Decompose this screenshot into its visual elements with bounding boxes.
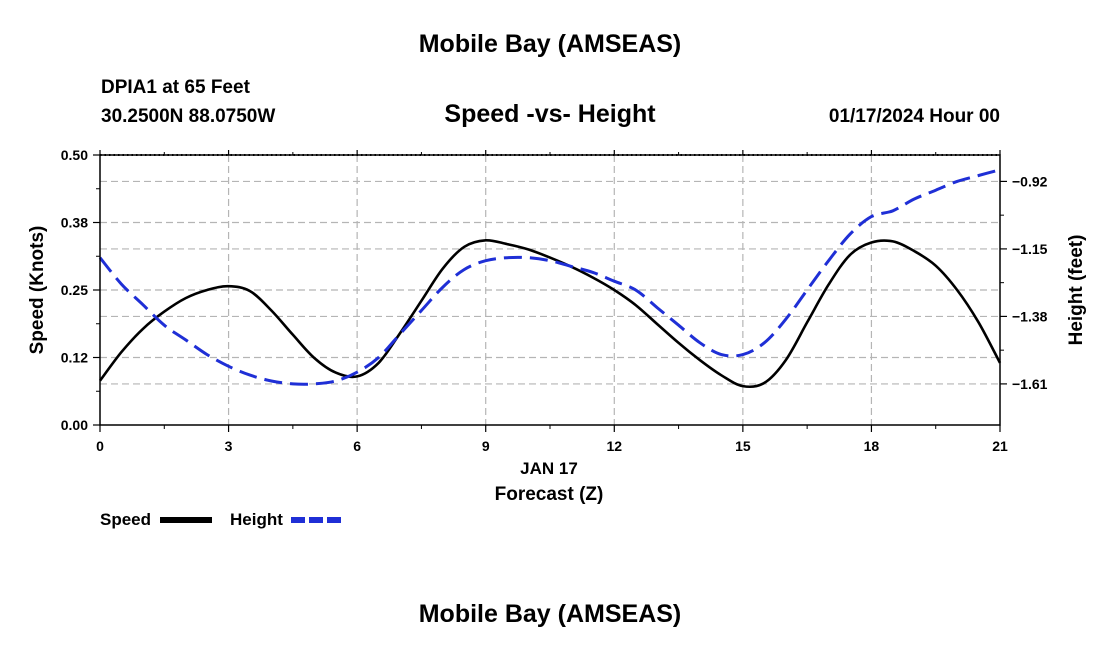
forecast-datetime: 01/17/2024 Hour 00 bbox=[828, 106, 1000, 127]
y2-axis-title: Height (feet) bbox=[1066, 235, 1087, 346]
y2-tick-label: −1.15 bbox=[1012, 241, 1048, 257]
y-tick-label: 0.12 bbox=[61, 350, 88, 366]
x-tick-label: 0 bbox=[96, 438, 104, 454]
grid bbox=[100, 155, 1000, 425]
y2-tick-label: −0.92 bbox=[1012, 173, 1048, 189]
footer-title: Mobile Bay (AMSEAS) bbox=[418, 600, 682, 628]
y-tick-label: 0.50 bbox=[61, 147, 88, 163]
y-tick-label: 0.25 bbox=[61, 282, 88, 298]
series-layer bbox=[98, 168, 1002, 389]
x-axis-date: JAN 17 bbox=[520, 459, 578, 478]
ticks bbox=[93, 150, 1007, 432]
station-label: DPIA1 at 65 Feet bbox=[101, 77, 250, 98]
x-tick-label: 3 bbox=[225, 438, 233, 454]
y-tick-label: 0.00 bbox=[61, 417, 88, 433]
coordinates-label: 30.2500N 88.0750W bbox=[101, 106, 276, 127]
series-points-height bbox=[100, 170, 1000, 384]
chart-subtitle: Speed -vs- Height bbox=[444, 100, 656, 128]
x-tick-label: 18 bbox=[864, 438, 880, 454]
y-tick-label: 0.38 bbox=[61, 215, 88, 231]
y2-tick-label: −1.38 bbox=[1012, 308, 1048, 324]
tick-labels: 0 3 6 9 12 15 18 21 0.00 0.12 0.25 0.38 0.50 −1.61 −1.… bbox=[61, 147, 1048, 454]
series-points-speed bbox=[100, 240, 1000, 386]
x-tick-label: 12 bbox=[606, 438, 622, 454]
legend: Speed Height bbox=[100, 510, 343, 529]
y-axis-title: Speed (Knots) bbox=[27, 226, 48, 355]
x-tick-label: 15 bbox=[735, 438, 751, 454]
legend-label-height: Height bbox=[230, 510, 283, 529]
legend-label-speed: Speed bbox=[100, 510, 151, 529]
x-tick-label: 9 bbox=[482, 438, 490, 454]
series-line-speed bbox=[98, 238, 1002, 389]
x-axis-title: Forecast (Z) bbox=[495, 484, 604, 505]
page-title: Mobile Bay (AMSEAS) bbox=[418, 30, 682, 58]
x-tick-label: 21 bbox=[992, 438, 1008, 454]
x-tick-label: 6 bbox=[353, 438, 361, 454]
y2-tick-label: −1.61 bbox=[1012, 376, 1048, 392]
series-line-height bbox=[98, 168, 1001, 386]
